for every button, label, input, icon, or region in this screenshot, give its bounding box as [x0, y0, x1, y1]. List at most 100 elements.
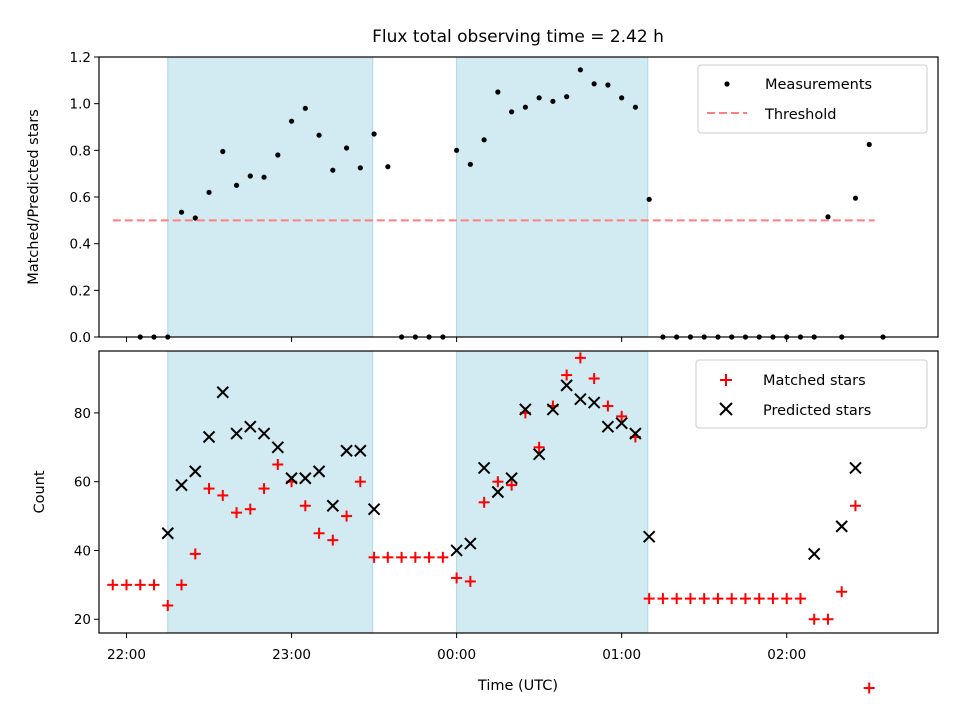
- bottom-y-axis-label: Count: [32, 470, 48, 513]
- bottom-predicted-stars-point: [587, 396, 601, 409]
- bottom-matched-stars-point: [409, 551, 421, 563]
- bottom-predicted-stars-point: [615, 417, 628, 430]
- bottom-predicted-stars-point: [285, 472, 298, 485]
- bottom-matched-stars-point: [849, 500, 861, 512]
- legend-predicted-label: Predicted stars: [763, 403, 871, 419]
- bottom-predicted-stars-point: [560, 379, 573, 392]
- top-measurements-point: [192, 215, 198, 221]
- bottom-matched-stars-point: [217, 489, 229, 501]
- top-measurements-point: [509, 109, 515, 115]
- bottom-matched-stars-point: [162, 599, 174, 611]
- bottom-matched-stars-point: [423, 551, 435, 563]
- bottom-matched-stars-point: [299, 500, 311, 512]
- bottom-matched-stars-point: [533, 441, 545, 453]
- bottom-x-tick-label: 02:00: [767, 647, 806, 663]
- bottom-matched-stars-point: [863, 682, 875, 694]
- bottom-predicted-stars-point: [354, 444, 367, 457]
- top-measurements-point: [715, 334, 721, 340]
- top-measurements-point: [357, 165, 363, 171]
- bottom-matched-stars-point: [781, 593, 793, 605]
- legend-predicted-marker: [719, 402, 733, 416]
- top-measurements-point: [495, 89, 501, 95]
- bottom-matched-stars-point: [822, 613, 834, 625]
- bottom-predicted-stars-point: [326, 499, 340, 512]
- legend-measurements-label: Measurements: [765, 77, 872, 93]
- bottom-matched-stars-point: [258, 483, 270, 495]
- bottom-y-tick-label: 60: [74, 475, 91, 491]
- bottom-matched-stars-point: [616, 410, 628, 422]
- top-measurements-point: [206, 189, 212, 195]
- top-measurements-point: [742, 334, 749, 340]
- bottom-matched-stars-point: [643, 593, 655, 605]
- top-measurements-point: [302, 105, 308, 111]
- top-measurements-point: [522, 104, 528, 110]
- bottom-predicted-stars-point: [340, 444, 353, 457]
- top-measurements-point: [784, 334, 790, 340]
- bottom-matched-stars-point: [148, 579, 160, 591]
- bottom-matched-stars-point: [203, 483, 215, 495]
- bottom-matched-stars-point: [341, 510, 353, 522]
- bottom-matched-stars-point: [574, 352, 586, 364]
- top-measurements-point: [811, 334, 817, 340]
- bottom-predicted-stars-point: [312, 465, 326, 478]
- bottom-matched-stars-point: [189, 548, 201, 560]
- bottom-shaded-span-0: [167, 350, 374, 634]
- top-measurements-point: [729, 334, 735, 340]
- bottom-y-tick-label: 40: [74, 543, 91, 559]
- bottom-predicted-stars-point: [532, 447, 546, 461]
- bottom-matched-stars-point: [107, 579, 119, 591]
- legend-matched-marker: [720, 374, 732, 386]
- top-measurements-point: [577, 67, 583, 73]
- bottom-predicted-stars-point: [161, 527, 174, 540]
- top-measurements-point: [275, 152, 281, 158]
- top-measurements-point: [687, 334, 694, 340]
- top-measurements-point: [220, 148, 226, 155]
- top-measurements-point: [536, 95, 542, 101]
- bottom-matched-stars-point: [698, 593, 710, 605]
- bottom-shaded-span-1: [456, 350, 649, 634]
- bottom-predicted-stars-point: [835, 520, 848, 533]
- bottom-y-tick-label: 20: [74, 612, 91, 628]
- bottom-matched-stars-point: [794, 593, 806, 605]
- bottom-matched-stars-point: [272, 458, 284, 470]
- bottom-matched-stars-point: [382, 551, 394, 563]
- bottom-matched-stars-point: [588, 373, 600, 385]
- legend-measurements-marker: [724, 81, 730, 87]
- bottom-predicted-stars-point: [450, 544, 463, 557]
- bottom-predicted-stars-point: [244, 420, 257, 433]
- bottom-predicted-stars-point: [505, 472, 518, 485]
- bottom-matched-stars-point: [134, 579, 146, 591]
- bottom-matched-stars-point: [451, 572, 463, 584]
- bottom-matched-stars-point: [657, 593, 669, 605]
- bottom-matched-stars-point: [712, 593, 724, 605]
- bottom-predicted-stars-point: [367, 502, 381, 516]
- top-measurements-point: [454, 147, 460, 153]
- top-measurements-point: [330, 167, 336, 173]
- top-y-tick-label: 0.2: [70, 283, 91, 299]
- top-panel: 0.0 0.2 0.4 0.6 0.8 1.0 1.2: [70, 50, 939, 346]
- bottom-matched-stars-point: [561, 369, 573, 381]
- bottom-predicted-stars-point: [849, 461, 862, 475]
- bottom-matched-stars-point: [244, 503, 256, 515]
- x-axis-label: Time (UTC): [477, 678, 558, 694]
- bottom-matched-stars-point: [753, 593, 765, 605]
- bottom-matched-stars-point: [836, 586, 848, 598]
- top-measurements-point: [247, 173, 253, 179]
- top-measurements-point: [371, 131, 377, 137]
- top-measurements-point: [839, 334, 845, 340]
- legend-matched-label: Matched stars: [763, 373, 866, 389]
- bottom-predicted-stars-point: [491, 485, 505, 499]
- bottom-predicted-stars-point: [299, 472, 312, 485]
- top-measurements-point: [165, 334, 171, 340]
- top-measurements-point: [467, 161, 473, 167]
- bottom-legend-box: [695, 359, 928, 429]
- top-measurements-point: [178, 209, 185, 215]
- top-measurements-point: [398, 334, 405, 340]
- bottom-matched-stars-point: [368, 551, 380, 563]
- top-legend-box: [697, 64, 928, 134]
- bottom-matched-stars-point: [602, 400, 614, 412]
- bottom-predicted-stars-point: [189, 465, 202, 478]
- bottom-predicted-stars-point: [808, 547, 821, 561]
- bottom-matched-stars-point: [231, 507, 243, 519]
